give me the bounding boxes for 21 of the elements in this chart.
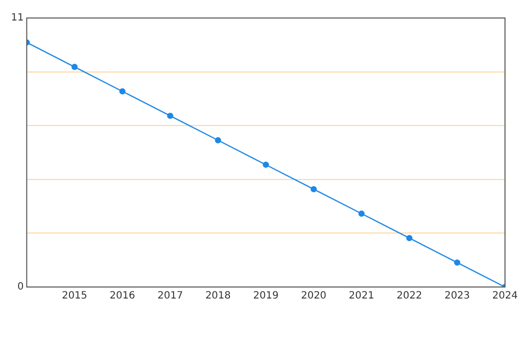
point [310, 186, 317, 192]
point [214, 137, 222, 144]
x-tick-label: 2019 [253, 290, 279, 302]
x-tick-label: 2018 [205, 290, 231, 302]
x-tick-label: 2015 [62, 290, 88, 302]
point [119, 88, 126, 94]
y-tick-label: 0 [17, 282, 24, 293]
point [262, 162, 269, 168]
x-tick-label: 2020 [300, 290, 326, 302]
x-tick-label: 2022 [396, 290, 422, 302]
x-tick-label: 2023 [444, 290, 470, 302]
x-tick-label: 2024 [492, 290, 518, 302]
point [358, 210, 365, 217]
x-tick-label: 2016 [110, 290, 136, 302]
x-tick-label: 2017 [157, 290, 183, 302]
point [167, 112, 174, 119]
x-tick-label: 2021 [348, 290, 374, 302]
point [71, 64, 78, 70]
point [454, 259, 460, 266]
point [406, 234, 412, 242]
y-tick-label: 11 [10, 12, 24, 24]
